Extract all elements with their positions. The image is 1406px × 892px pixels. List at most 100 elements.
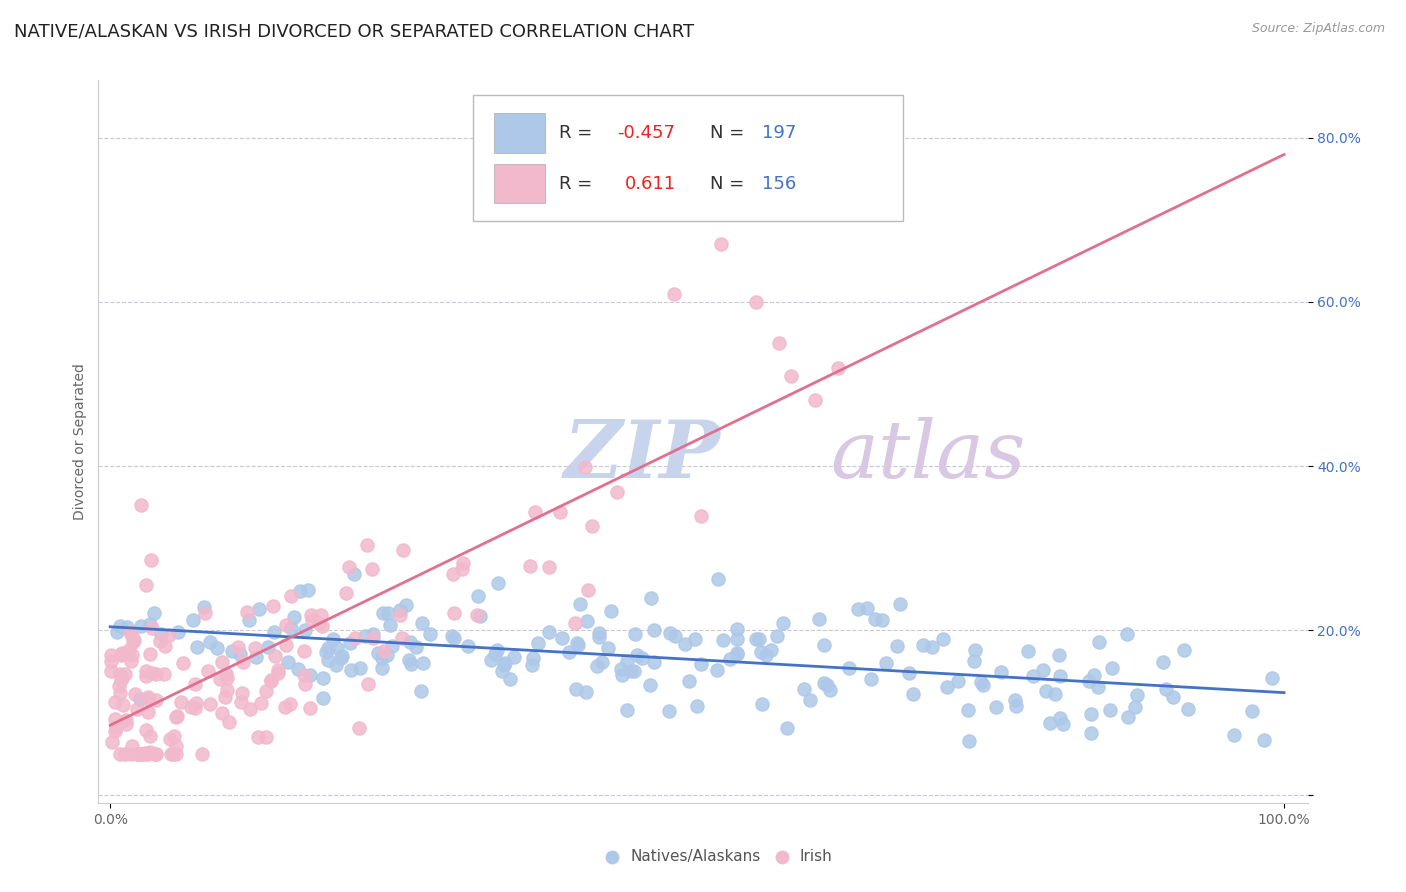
Point — [221, 644, 243, 658]
Point — [245, 650, 267, 665]
Point — [191, 747, 214, 761]
Point — [186, 640, 208, 655]
Point — [217, 671, 239, 685]
Point — [280, 621, 302, 635]
Point — [392, 543, 415, 558]
Point — [238, 613, 260, 627]
Point — [451, 562, 474, 576]
Point — [256, 640, 278, 654]
Point — [673, 637, 696, 651]
Point — [710, 237, 733, 252]
Point — [283, 610, 305, 624]
Point — [494, 657, 516, 672]
Point — [820, 682, 842, 697]
Point — [335, 586, 357, 600]
Point — [243, 640, 266, 655]
Point — [725, 623, 748, 637]
Point — [755, 648, 778, 662]
Point — [145, 693, 167, 707]
Point — [111, 646, 134, 660]
Point — [1049, 711, 1071, 725]
Point — [1241, 704, 1264, 718]
Point — [946, 673, 969, 688]
Point — [371, 651, 394, 665]
Point — [200, 697, 222, 711]
Point — [186, 697, 208, 711]
Text: NATIVE/ALASKAN VS IRISH DIVORCED OR SEPARATED CORRELATION CHART: NATIVE/ALASKAN VS IRISH DIVORCED OR SEPA… — [14, 22, 695, 40]
Point — [226, 640, 249, 654]
Point — [772, 615, 794, 630]
Point — [159, 747, 181, 761]
FancyBboxPatch shape — [474, 95, 903, 221]
Point — [1088, 635, 1111, 649]
Point — [616, 654, 638, 668]
Point — [799, 692, 821, 706]
Point — [108, 686, 131, 700]
Point — [231, 686, 253, 700]
Point — [214, 690, 236, 704]
Point — [405, 640, 427, 655]
Point — [453, 557, 475, 571]
Point — [155, 639, 177, 653]
Point — [337, 559, 360, 574]
Point — [1222, 728, 1244, 742]
Point — [1125, 689, 1147, 703]
Text: atlas: atlas — [830, 417, 1025, 495]
Point — [565, 681, 588, 696]
Point — [813, 676, 835, 690]
Point — [813, 638, 835, 652]
Point — [1039, 716, 1062, 731]
Point — [522, 651, 544, 665]
Point — [610, 668, 633, 682]
Point — [120, 654, 142, 668]
Point — [278, 697, 301, 711]
Point — [312, 672, 335, 686]
Point — [707, 572, 730, 586]
Point — [523, 504, 546, 518]
Point — [1253, 732, 1275, 747]
Text: R =: R = — [560, 124, 598, 142]
Point — [391, 632, 413, 646]
Point — [990, 665, 1012, 679]
Point — [229, 695, 252, 709]
Point — [1154, 682, 1177, 697]
Point — [129, 619, 152, 633]
Point — [567, 638, 589, 652]
Point — [901, 687, 924, 701]
Point — [574, 460, 596, 475]
Point — [311, 619, 333, 633]
Point — [548, 505, 571, 519]
Point — [1115, 627, 1137, 641]
Point — [197, 664, 219, 678]
Text: Source: ZipAtlas.com: Source: ZipAtlas.com — [1251, 22, 1385, 36]
Point — [139, 616, 162, 631]
Point — [218, 714, 240, 729]
Point — [143, 747, 166, 761]
Text: -0.457: -0.457 — [617, 124, 675, 142]
Point — [588, 626, 610, 640]
Point — [711, 633, 734, 648]
Point — [1035, 684, 1057, 698]
Point — [578, 582, 600, 597]
Point — [606, 484, 628, 499]
Point — [537, 624, 560, 639]
Point — [761, 642, 783, 657]
Point — [247, 730, 270, 744]
Point — [963, 653, 986, 667]
Point — [870, 613, 893, 627]
Point — [664, 629, 686, 643]
Point — [330, 648, 353, 663]
Text: Natives/Alaskans: Natives/Alaskans — [630, 849, 761, 864]
Point — [217, 682, 239, 697]
Point — [912, 639, 935, 653]
Point — [575, 685, 598, 699]
Point — [1177, 702, 1199, 716]
Point — [193, 600, 215, 615]
Point — [686, 698, 709, 713]
Point — [167, 624, 190, 639]
Point — [134, 746, 156, 760]
Point — [254, 683, 277, 698]
Point — [308, 616, 330, 631]
Point — [768, 336, 790, 351]
Point — [600, 604, 623, 618]
